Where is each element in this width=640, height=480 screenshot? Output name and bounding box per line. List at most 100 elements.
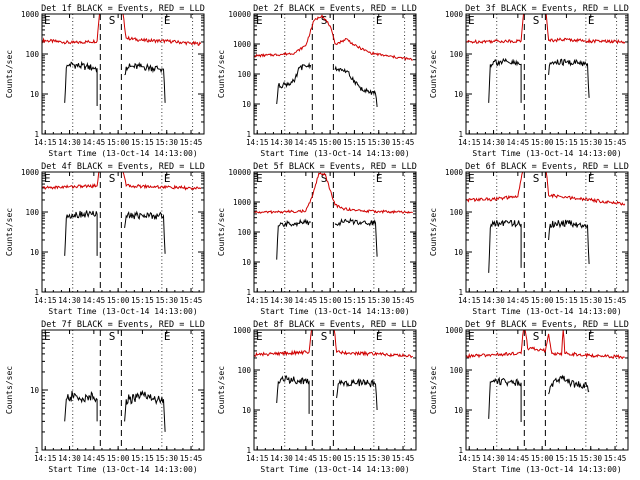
y-tick-label: 10 bbox=[242, 100, 252, 109]
x-tick-label: 15:15 bbox=[131, 454, 154, 463]
y-axis-label: Counts/sec bbox=[429, 366, 438, 414]
y-tick-label: 1000 bbox=[445, 10, 464, 19]
events-series-line bbox=[276, 218, 311, 260]
panel-title: Det 9f BLACK = Events, RED = LLD bbox=[465, 320, 629, 330]
x-tick-label: 15:00 bbox=[107, 454, 130, 463]
y-axis-label: Counts/sec bbox=[217, 208, 226, 256]
y-tick-label: 1 bbox=[34, 446, 39, 455]
events-series-line bbox=[124, 61, 166, 103]
x-tick-label: 15:30 bbox=[579, 138, 602, 147]
x-tick-label: 14:15 bbox=[458, 296, 481, 305]
marker-label: E bbox=[468, 14, 475, 27]
y-axis-label: Counts/sec bbox=[5, 208, 14, 256]
events-series-line bbox=[124, 210, 166, 254]
y-axis-label: Counts/sec bbox=[217, 366, 226, 414]
events-series-line bbox=[548, 58, 590, 98]
x-tick-label: 15:30 bbox=[155, 454, 178, 463]
x-tick-label: 15:00 bbox=[107, 296, 130, 305]
events-series-line bbox=[488, 376, 522, 422]
marker-label: E bbox=[164, 330, 171, 343]
x-tick-label: 14:15 bbox=[458, 138, 481, 147]
events-series-line bbox=[548, 219, 590, 265]
y-tick-label: 100 bbox=[237, 70, 251, 79]
detector-panel-2f: Det 2f BLACK = Events, RED = LLD Start Ti… bbox=[217, 4, 417, 158]
y-tick-label: 1000 bbox=[21, 168, 40, 177]
y-tick-label: 1000 bbox=[233, 326, 252, 335]
x-tick-label: 14:15 bbox=[246, 296, 269, 305]
plot-frame bbox=[253, 13, 417, 135]
marker-label: E bbox=[256, 14, 263, 27]
marker-label: S bbox=[321, 14, 328, 27]
y-tick-label: 1000 bbox=[445, 168, 464, 177]
x-tick-label: 15:15 bbox=[555, 296, 578, 305]
x-tick-label: 14:45 bbox=[295, 296, 318, 305]
events-series-line bbox=[334, 65, 378, 107]
x-tick-label: 14:30 bbox=[270, 454, 293, 463]
x-axis-label: Start Time (13-Oct-14 14:13:00) bbox=[472, 465, 621, 474]
events-series-line bbox=[334, 217, 378, 257]
x-axis-label: Start Time (13-Oct-14 14:13:00) bbox=[472, 307, 621, 316]
x-axis-label: Start Time (13-Oct-14 14:13:00) bbox=[260, 149, 409, 158]
lld-series-line bbox=[42, 172, 202, 191]
x-tick-label: 15:30 bbox=[367, 138, 390, 147]
y-tick-label: 1 bbox=[246, 446, 251, 455]
detector-panel-7f: Det 7f BLACK = Events, RED = LLD Start Ti… bbox=[5, 320, 205, 474]
x-tick-label: 14:15 bbox=[458, 454, 481, 463]
y-tick-label: 10 bbox=[454, 248, 464, 257]
x-tick-label: 15:45 bbox=[180, 454, 203, 463]
x-tick-label: 14:45 bbox=[295, 454, 318, 463]
x-tick-label: 14:15 bbox=[34, 454, 57, 463]
y-tick-label: 10 bbox=[30, 90, 40, 99]
y-tick-label: 1 bbox=[458, 288, 463, 297]
marker-label: S bbox=[533, 172, 540, 185]
y-tick-label: 10 bbox=[242, 406, 252, 415]
x-axis-label: Start Time (13-Oct-14 14:13:00) bbox=[48, 149, 197, 158]
marker-label: E bbox=[164, 172, 171, 185]
x-tick-label: 14:45 bbox=[83, 454, 106, 463]
x-tick-label: 14:45 bbox=[507, 138, 530, 147]
x-tick-label: 15:30 bbox=[155, 296, 178, 305]
x-tick-label: 14:45 bbox=[507, 296, 530, 305]
x-tick-label: 14:15 bbox=[34, 138, 57, 147]
x-axis-label: Start Time (13-Oct-14 14:13:00) bbox=[48, 307, 197, 316]
x-tick-label: 14:30 bbox=[270, 296, 293, 305]
marker-label: E bbox=[376, 14, 383, 27]
marker-label: E bbox=[256, 330, 263, 343]
y-axis-label: Counts/sec bbox=[5, 366, 14, 414]
marker-label: S bbox=[533, 330, 540, 343]
panel-title: Det 8f BLACK = Events, RED = LLD bbox=[253, 320, 417, 330]
x-tick-label: 14:30 bbox=[58, 138, 81, 147]
x-tick-label: 14:30 bbox=[482, 296, 505, 305]
x-tick-label: 15:15 bbox=[555, 138, 578, 147]
x-axis-label: Start Time (13-Oct-14 14:13:00) bbox=[260, 465, 409, 474]
marker-label: E bbox=[376, 172, 383, 185]
panel-title: Det 4f BLACK = Events, RED = LLD bbox=[41, 162, 205, 172]
y-tick-label: 10000 bbox=[228, 168, 251, 177]
x-tick-label: 14:15 bbox=[34, 296, 57, 305]
y-tick-label: 100 bbox=[25, 208, 39, 217]
x-tick-label: 15:30 bbox=[367, 454, 390, 463]
plot-frame bbox=[41, 13, 205, 135]
lld-series-line bbox=[254, 172, 413, 215]
marker-label: E bbox=[468, 172, 475, 185]
y-tick-label: 10 bbox=[454, 90, 464, 99]
plot-frame bbox=[253, 329, 417, 451]
panel-title: Det 6f BLACK = Events, RED = LLD bbox=[465, 162, 629, 172]
y-axis-label: Counts/sec bbox=[5, 50, 14, 98]
y-axis-label: Counts/sec bbox=[217, 50, 226, 98]
x-tick-label: 15:30 bbox=[367, 296, 390, 305]
x-tick-label: 14:30 bbox=[482, 138, 505, 147]
lld-series-line bbox=[466, 330, 625, 360]
y-tick-label: 1 bbox=[246, 288, 251, 297]
x-tick-label: 15:45 bbox=[392, 454, 415, 463]
lld-series-line bbox=[254, 330, 413, 359]
y-tick-label: 100 bbox=[237, 366, 251, 375]
x-tick-label: 15:45 bbox=[604, 138, 627, 147]
plot-frame bbox=[253, 171, 417, 293]
y-tick-label: 10 bbox=[242, 258, 252, 267]
x-tick-label: 15:00 bbox=[107, 138, 130, 147]
marker-label: S bbox=[533, 14, 540, 27]
lld-series-line bbox=[42, 14, 202, 46]
marker-label: S bbox=[109, 330, 116, 343]
x-tick-label: 15:45 bbox=[180, 138, 203, 147]
